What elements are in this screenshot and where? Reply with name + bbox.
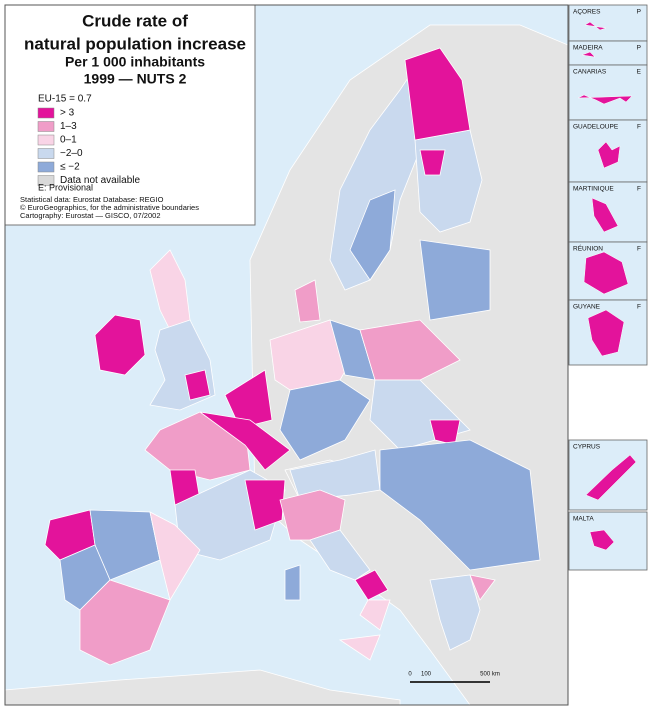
region <box>359 319 461 381</box>
inset-name: RÉUNION <box>573 244 603 253</box>
inset-land <box>583 251 629 295</box>
legend-label: ≤ −2 <box>60 162 80 173</box>
title-line: Per 1 000 inhabitants <box>65 54 205 70</box>
inset-box <box>568 4 648 42</box>
source: Cartography: Eurostat — GISCO, 07/2002 <box>20 211 161 220</box>
inset-country: F <box>637 304 641 311</box>
scale-label: 0 <box>408 672 412 678</box>
region <box>149 511 201 602</box>
legend-label: 1–3 <box>60 121 77 132</box>
region <box>284 564 301 601</box>
inset-land <box>591 197 619 233</box>
inset-land <box>577 94 633 105</box>
inset-country: F <box>637 186 641 193</box>
region <box>294 279 321 323</box>
inset-name: GUYANE <box>573 304 601 311</box>
legend-label: 0–1 <box>60 135 77 146</box>
region <box>224 369 273 429</box>
scale-label: 100 <box>421 672 432 678</box>
legend-swatch <box>37 175 55 186</box>
inset-land <box>585 454 637 501</box>
legend-label: > 3 <box>60 108 75 119</box>
region <box>199 411 291 471</box>
inset-name: MADEIRA <box>573 45 603 52</box>
inset-country: P <box>637 45 641 52</box>
region <box>419 149 446 176</box>
inset-name: AÇORES <box>573 9 601 16</box>
source: Statistical data: Eurostat Database: REG… <box>20 195 164 204</box>
title-line: Crude rate of <box>82 11 188 30</box>
inset-country: F <box>637 124 641 131</box>
inset-country: E <box>637 69 642 76</box>
map-frame <box>4 4 569 706</box>
inset-land <box>597 141 621 169</box>
inset-name: MALTA <box>573 516 594 523</box>
legend-swatch <box>37 148 55 159</box>
inset-land <box>581 51 596 58</box>
inset-land <box>587 309 625 357</box>
inset-name: GUADELOUPE <box>573 124 619 131</box>
scale-bar: 0 100 500 km <box>408 672 500 683</box>
legend: > 3 1–3 0–1 −2–0 ≤ −2 Data not available <box>37 107 140 186</box>
region <box>359 599 391 631</box>
legend-label: −2–0 <box>60 148 83 159</box>
inset-country: P <box>637 9 641 16</box>
region <box>244 479 286 531</box>
region <box>469 574 496 601</box>
legend-swatch <box>37 107 55 119</box>
source: © EuroGeographics, for the administrativ… <box>20 203 199 212</box>
region <box>354 569 389 601</box>
region <box>89 509 161 581</box>
title-line: natural population increase <box>24 34 246 53</box>
inset-country: F <box>637 246 641 253</box>
regions <box>44 47 541 666</box>
region <box>419 239 491 321</box>
legend-reference: EU-15 = 0.7 <box>38 94 92 105</box>
region <box>94 314 146 376</box>
region <box>279 379 371 461</box>
region <box>309 529 371 581</box>
region <box>379 439 541 571</box>
inset-name: CANARIAS <box>573 69 607 76</box>
insets: AÇORES P MADEIRA P CANARIAS E GUADELOUPE F MARTI… <box>568 4 648 571</box>
inset-name: CYPRUS <box>573 444 601 451</box>
inset-land <box>589 529 615 551</box>
region <box>338 634 381 661</box>
region <box>184 369 211 401</box>
region <box>349 189 396 281</box>
scale-label: 500 km <box>480 672 500 678</box>
legend-swatch <box>37 121 55 132</box>
land-north-africa <box>4 669 401 706</box>
legend-swatch <box>37 161 55 173</box>
inset-box <box>568 40 648 66</box>
title-line: 1999 — NUTS 2 <box>84 71 187 87</box>
legend-label: Data not available <box>60 175 140 186</box>
region <box>79 579 171 666</box>
legend-swatch <box>37 134 55 146</box>
note: E: Provisional <box>38 182 93 192</box>
inset-land <box>584 21 607 31</box>
inset-name: MARTINIQUE <box>573 186 614 193</box>
region <box>404 47 471 141</box>
